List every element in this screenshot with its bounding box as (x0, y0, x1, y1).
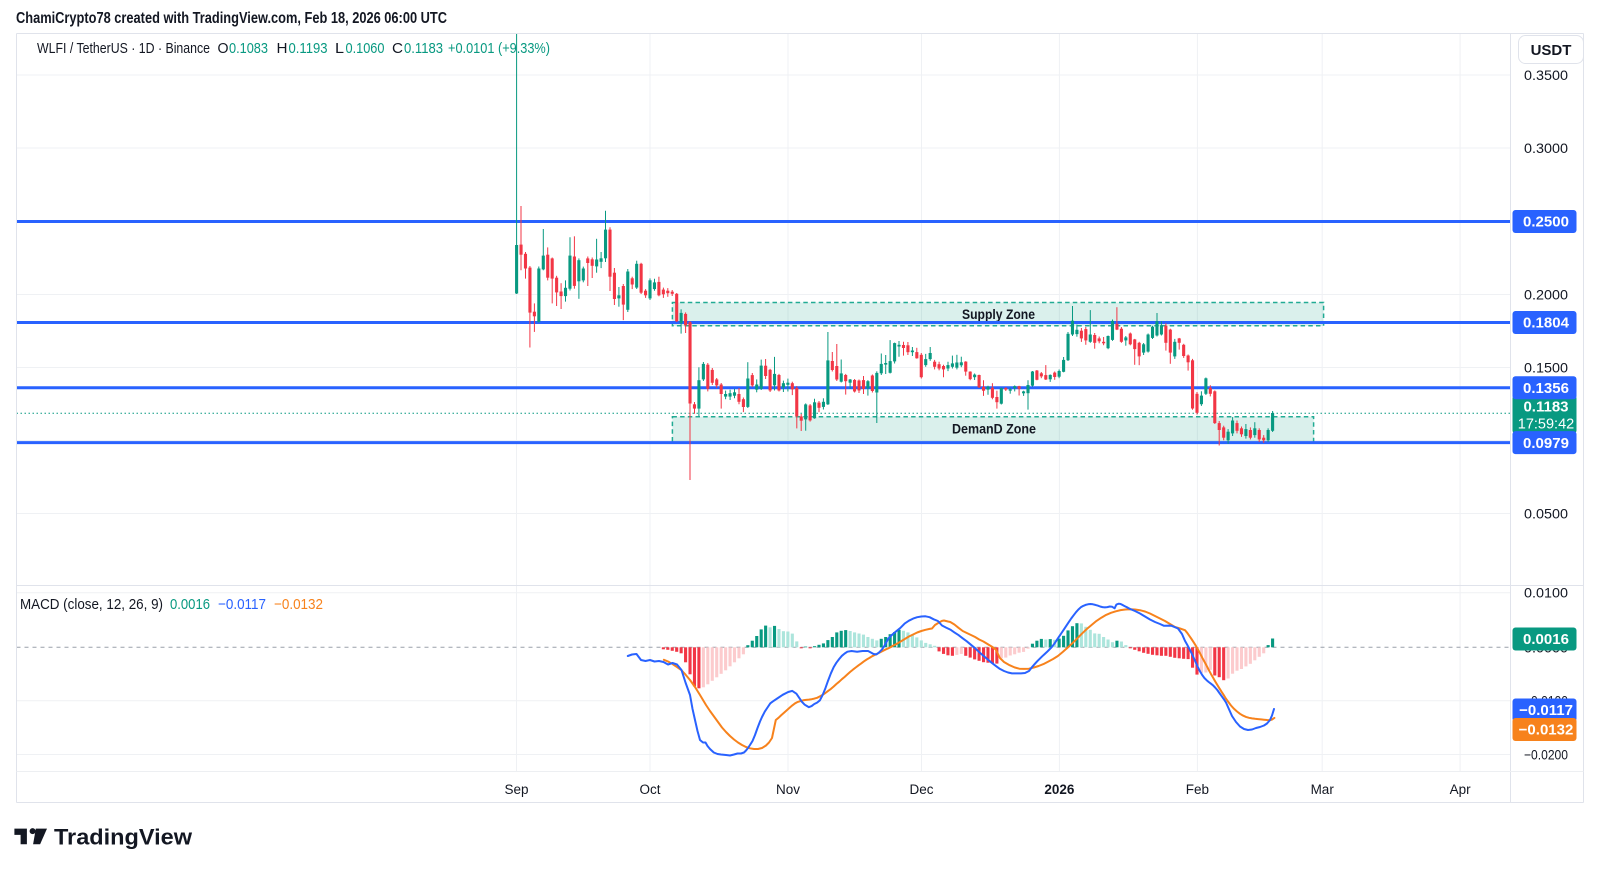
svg-text:0.1193: 0.1193 (289, 40, 328, 57)
svg-text:Apr: Apr (1450, 782, 1472, 797)
svg-text:0.3500: 0.3500 (1524, 67, 1568, 83)
svg-text:L: L (335, 40, 344, 57)
svg-text:Dec: Dec (909, 782, 933, 797)
svg-text:0.3000: 0.3000 (1524, 140, 1568, 156)
svg-text:17:59:42: 17:59:42 (1518, 417, 1574, 433)
svg-text:0.1083: 0.1083 (229, 40, 268, 57)
svg-text:Oct: Oct (639, 782, 660, 797)
svg-text:0.0500: 0.0500 (1524, 506, 1568, 522)
svg-text:0.1183: 0.1183 (1523, 399, 1568, 416)
svg-text:0.1356: 0.1356 (1523, 380, 1569, 397)
svg-text:WLFI / TetherUS · 1D · Binance: WLFI / TetherUS · 1D · Binance (37, 40, 210, 57)
svg-text:TradingView: TradingView (54, 825, 193, 850)
svg-text:−0.0132: −0.0132 (274, 596, 323, 613)
svg-text:USDT: USDT (1531, 42, 1572, 59)
svg-text:Mar: Mar (1311, 782, 1335, 797)
svg-text:MACD (close, 12, 26, 9): MACD (close, 12, 26, 9) (20, 596, 163, 613)
svg-text:0.0016: 0.0016 (170, 596, 210, 613)
svg-text:Sep: Sep (504, 782, 528, 797)
svg-text:Feb: Feb (1186, 782, 1209, 797)
svg-text:0.1183: 0.1183 (404, 40, 443, 57)
svg-text:−0.0117: −0.0117 (1519, 702, 1573, 719)
svg-text:0.0979: 0.0979 (1523, 435, 1569, 452)
svg-text:DemanD Zone: DemanD Zone (952, 421, 1036, 437)
svg-text:2026: 2026 (1044, 782, 1075, 797)
svg-text:ChamiCrypto78 created with Tra: ChamiCrypto78 created with TradingView.c… (16, 10, 447, 27)
svg-text:0.1060: 0.1060 (346, 40, 385, 57)
svg-text:C: C (392, 40, 403, 57)
svg-text:0.0100: 0.0100 (1524, 585, 1568, 601)
svg-text:−0.0117: −0.0117 (218, 596, 266, 613)
svg-text:0.0016: 0.0016 (1523, 631, 1569, 648)
svg-text:−0.0132: −0.0132 (1519, 722, 1574, 739)
svg-text:0.2500: 0.2500 (1523, 214, 1569, 231)
svg-text:+0.0101 (+9.33%): +0.0101 (+9.33%) (448, 40, 550, 57)
svg-text:Supply Zone: Supply Zone (962, 306, 1035, 322)
svg-text:−0.0200: −0.0200 (1524, 747, 1568, 763)
svg-text:0.2000: 0.2000 (1524, 287, 1568, 303)
svg-text:Nov: Nov (776, 782, 800, 797)
svg-text:0.1804: 0.1804 (1523, 315, 1570, 332)
svg-text:0.1500: 0.1500 (1524, 360, 1568, 376)
svg-text:O: O (218, 40, 229, 57)
svg-text:H: H (277, 40, 288, 57)
